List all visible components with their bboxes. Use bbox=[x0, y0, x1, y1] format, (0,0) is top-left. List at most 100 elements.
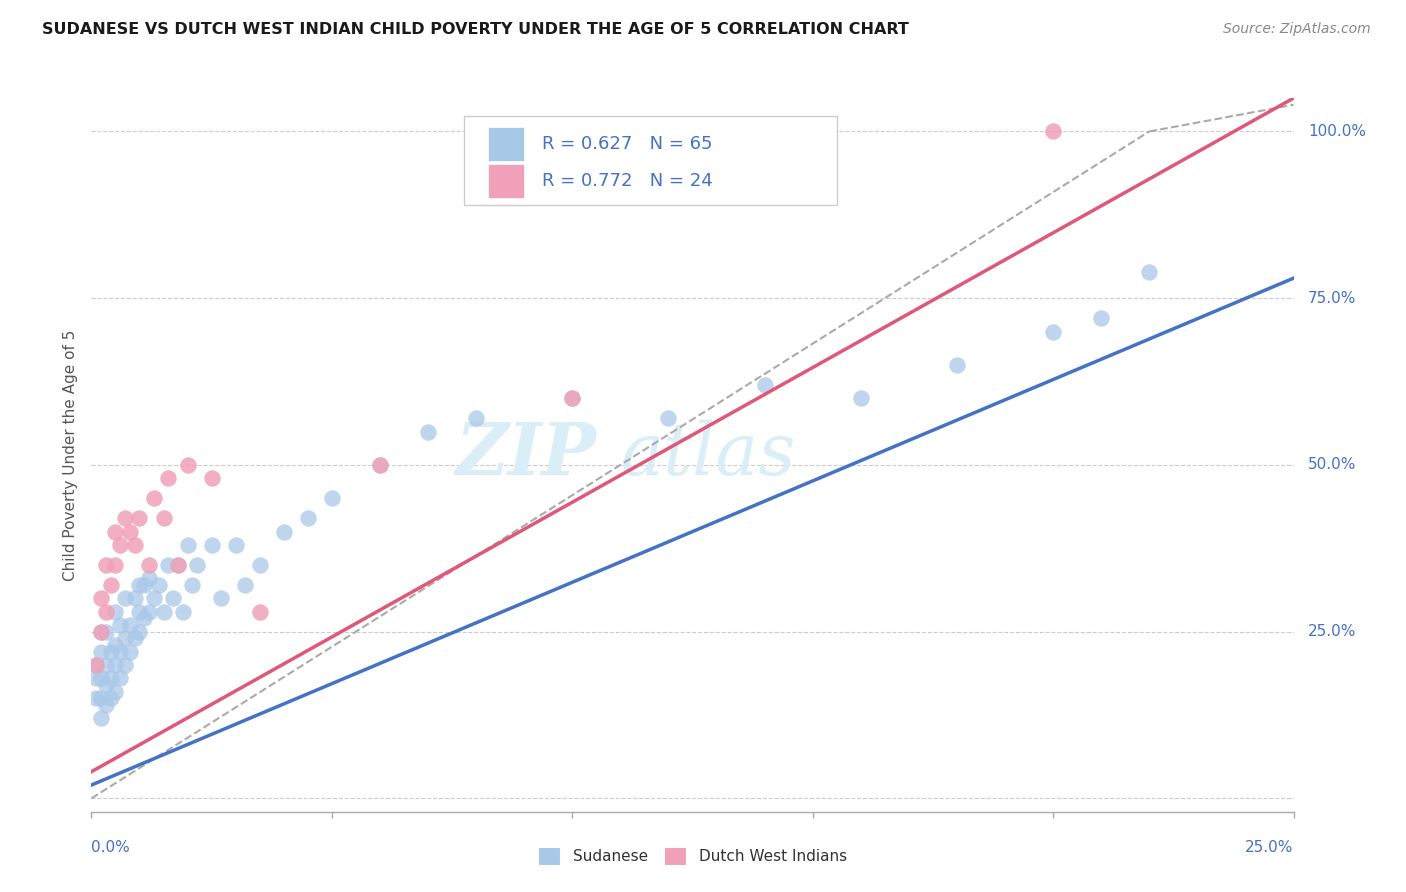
Point bbox=[114, 658, 136, 673]
Point bbox=[100, 691, 122, 706]
Point bbox=[157, 471, 180, 485]
Point bbox=[167, 558, 190, 572]
Point bbox=[201, 538, 224, 552]
Text: 50.0%: 50.0% bbox=[1308, 458, 1357, 473]
Point bbox=[104, 638, 127, 652]
Point bbox=[114, 632, 136, 646]
Point bbox=[142, 591, 165, 606]
Point bbox=[152, 511, 174, 525]
Text: atlas: atlas bbox=[620, 419, 796, 491]
Text: SUDANESE VS DUTCH WEST INDIAN CHILD POVERTY UNDER THE AGE OF 5 CORRELATION CHART: SUDANESE VS DUTCH WEST INDIAN CHILD POVE… bbox=[42, 22, 910, 37]
Point bbox=[84, 691, 107, 706]
Point bbox=[561, 391, 583, 405]
Point bbox=[90, 591, 112, 606]
Point bbox=[176, 458, 198, 472]
Point bbox=[321, 491, 343, 506]
Point bbox=[90, 624, 112, 639]
Point bbox=[225, 538, 247, 552]
Point bbox=[297, 511, 319, 525]
Point bbox=[1042, 325, 1064, 339]
Point bbox=[1090, 311, 1112, 326]
Point bbox=[201, 471, 224, 485]
Point bbox=[104, 658, 127, 673]
Point bbox=[249, 558, 271, 572]
Point bbox=[104, 524, 127, 539]
Point bbox=[167, 558, 190, 572]
Point bbox=[94, 658, 117, 673]
Y-axis label: Child Poverty Under the Age of 5: Child Poverty Under the Age of 5 bbox=[62, 329, 77, 581]
Point bbox=[849, 391, 872, 405]
Point bbox=[94, 558, 117, 572]
FancyBboxPatch shape bbox=[488, 164, 524, 198]
Point bbox=[84, 671, 107, 685]
Point bbox=[233, 578, 256, 592]
Point bbox=[104, 605, 127, 619]
Point bbox=[152, 605, 174, 619]
Point bbox=[100, 578, 122, 592]
Point bbox=[94, 678, 117, 692]
Point bbox=[465, 411, 488, 425]
Point bbox=[114, 511, 136, 525]
Text: R = 0.627   N = 65: R = 0.627 N = 65 bbox=[543, 136, 713, 153]
Point bbox=[657, 411, 679, 425]
Point bbox=[90, 671, 112, 685]
Point bbox=[90, 645, 112, 659]
Point bbox=[209, 591, 232, 606]
Point bbox=[90, 624, 112, 639]
Point bbox=[186, 558, 208, 572]
Text: 100.0%: 100.0% bbox=[1308, 124, 1367, 139]
Point bbox=[90, 691, 112, 706]
Text: 25.0%: 25.0% bbox=[1246, 840, 1294, 855]
Point bbox=[176, 538, 198, 552]
Point bbox=[110, 645, 132, 659]
Point bbox=[273, 524, 295, 539]
Point bbox=[134, 578, 156, 592]
Point bbox=[124, 632, 146, 646]
Point bbox=[90, 711, 112, 725]
Point bbox=[128, 624, 150, 639]
Point bbox=[138, 558, 160, 572]
Text: 75.0%: 75.0% bbox=[1308, 291, 1357, 306]
Point bbox=[157, 558, 180, 572]
Point bbox=[181, 578, 204, 592]
FancyBboxPatch shape bbox=[464, 116, 837, 205]
FancyBboxPatch shape bbox=[488, 127, 524, 161]
Point bbox=[94, 698, 117, 712]
Point bbox=[84, 658, 107, 673]
Point bbox=[138, 605, 160, 619]
Point bbox=[118, 645, 141, 659]
Text: 25.0%: 25.0% bbox=[1308, 624, 1357, 640]
Point bbox=[118, 524, 141, 539]
Point bbox=[249, 605, 271, 619]
Text: R = 0.772   N = 24: R = 0.772 N = 24 bbox=[543, 172, 713, 190]
Text: ZIP: ZIP bbox=[456, 419, 596, 491]
Legend: Sudanese, Dutch West Indians: Sudanese, Dutch West Indians bbox=[531, 841, 853, 871]
Point bbox=[100, 671, 122, 685]
Point bbox=[110, 671, 132, 685]
Point bbox=[100, 645, 122, 659]
Point bbox=[84, 658, 107, 673]
Text: 0.0%: 0.0% bbox=[91, 840, 131, 855]
Text: Source: ZipAtlas.com: Source: ZipAtlas.com bbox=[1223, 22, 1371, 37]
Point bbox=[118, 618, 141, 632]
Point bbox=[142, 491, 165, 506]
Point bbox=[124, 591, 146, 606]
Point bbox=[128, 605, 150, 619]
Point bbox=[110, 538, 132, 552]
Point bbox=[104, 558, 127, 572]
Point bbox=[754, 377, 776, 392]
Point bbox=[128, 511, 150, 525]
Point bbox=[104, 684, 127, 698]
Point bbox=[148, 578, 170, 592]
Point bbox=[172, 605, 194, 619]
Point bbox=[162, 591, 184, 606]
Point bbox=[138, 571, 160, 585]
Point bbox=[416, 425, 439, 439]
Point bbox=[134, 611, 156, 625]
Point bbox=[110, 618, 132, 632]
Point bbox=[124, 538, 146, 552]
Point bbox=[94, 624, 117, 639]
Point bbox=[368, 458, 391, 472]
Point bbox=[114, 591, 136, 606]
Point bbox=[94, 605, 117, 619]
